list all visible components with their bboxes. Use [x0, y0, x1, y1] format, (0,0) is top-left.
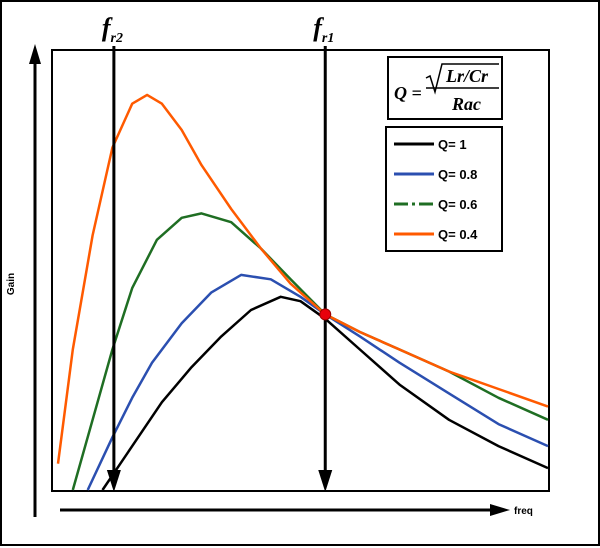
series-group [56, 93, 549, 491]
series-line-3 [71, 212, 549, 491]
formula-denominator: Rac [451, 94, 481, 114]
formula-sqrt-sign [425, 63, 499, 95]
legend-label-2: Q= 0.8 [438, 167, 477, 182]
legend-label-1: Q= 1 [438, 137, 467, 152]
marker-label-r1: fr1 [313, 13, 334, 46]
formula-lhs: Q = [394, 83, 422, 103]
x-axis-arrowhead [490, 504, 510, 516]
series-line-4 [56, 93, 549, 464]
marker-arrowhead-r2 [106, 470, 121, 492]
y-axis-label: Gain [6, 273, 17, 295]
crossing-point [319, 308, 332, 321]
y-axis-arrowhead [29, 44, 41, 64]
series-line-1 [101, 295, 549, 491]
x-axis: freq [60, 504, 533, 517]
plot-box [51, 49, 550, 492]
y-axis: Gain [6, 44, 41, 517]
legend-label-4: Q= 0.4 [438, 227, 478, 242]
frequency-markers: fr2 fr1 [102, 13, 334, 492]
formula-radicand: Lr/Cr [445, 66, 489, 86]
x-axis-label: freq [514, 506, 533, 517]
marker-label-r2: fr2 [102, 13, 123, 46]
legend: Q= 1 Q= 0.8 Q= 0.6 Q= 0.4 [385, 126, 503, 252]
legend-label-3: Q= 0.6 [438, 197, 477, 212]
legend-box [385, 126, 503, 252]
formula-box: Q = Lr/Cr Rac [387, 56, 503, 120]
marker-arrowhead-r1 [318, 470, 333, 492]
series-line-2 [86, 273, 549, 491]
